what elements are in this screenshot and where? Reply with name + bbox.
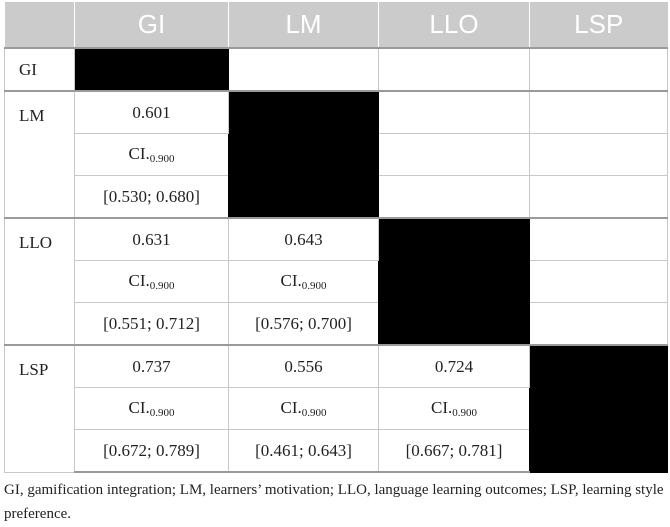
ci-prefix: CI. — [280, 271, 302, 290]
header-row: GI LM LLO LSP — [4, 2, 668, 48]
table-row-lsp: LSP 0.737 0.556 0.724 — [4, 344, 668, 473]
diagonal-cell — [228, 90, 379, 219]
header-corner — [4, 2, 75, 48]
confidence-label: CI.0.900 — [74, 260, 229, 303]
table-row-llo-interval: [0.551; 0.712] [0.576; 0.700] — [5, 302, 668, 346]
ci-prefix: CI. — [431, 398, 453, 417]
empty-cell — [529, 217, 668, 261]
htmt-value: 0.724 — [378, 344, 530, 388]
ci-level: 0.900 — [149, 153, 175, 165]
confidence-interval: [0.461; 0.643] — [228, 429, 379, 473]
confidence-interval: [0.576; 0.700] — [228, 302, 379, 346]
empty-cell — [529, 133, 668, 176]
htmt-table: GI LM LLO LSP GI LM 0.601 CI.0.900 — [4, 2, 668, 473]
diagonal-cell — [378, 217, 530, 346]
ci-level: 0.900 — [149, 280, 175, 292]
ci-prefix: CI. — [128, 144, 150, 163]
empty-cell — [378, 175, 530, 219]
htmt-value: 0.556 — [228, 344, 379, 388]
ci-level: 0.900 — [301, 407, 327, 419]
empty-cell — [378, 47, 530, 92]
diagonal-cell — [74, 47, 229, 92]
empty-cell — [228, 47, 379, 92]
row-label-gi: GI — [4, 47, 75, 92]
table-row-llo: LLO 0.631 0.643 — [4, 217, 668, 346]
table-row-gi: GI — [4, 47, 668, 92]
confidence-label: CI.0.900 — [74, 133, 229, 176]
row-label-lsp: LSP — [4, 344, 75, 473]
column-header-gi: GI — [74, 2, 229, 48]
column-header-lm: LM — [228, 2, 379, 48]
confidence-label: CI.0.900 — [228, 387, 379, 430]
confidence-label: CI.0.900 — [228, 260, 379, 303]
ci-level: 0.900 — [301, 280, 327, 292]
htmt-value: 0.643 — [228, 217, 379, 261]
row-label-llo: LLO — [4, 217, 75, 346]
confidence-label: CI.0.900 — [378, 387, 530, 430]
table-row-lm-ci: CI.0.900 — [5, 133, 668, 176]
htmt-value: 0.601 — [74, 90, 229, 134]
htmt-value: 0.737 — [74, 344, 229, 388]
empty-cell — [529, 47, 668, 92]
confidence-interval: [0.667; 0.781] — [378, 429, 530, 473]
table-row-lm-interval: [0.530; 0.680] — [5, 175, 668, 219]
ci-prefix: CI. — [128, 398, 150, 417]
empty-cell — [529, 175, 668, 219]
table-row-lsp-ci: CI.0.900 CI.0.900 CI.0.900 — [5, 387, 668, 430]
table-row-lm: LM 0.601 — [4, 90, 668, 219]
row-label-lm: LM — [4, 90, 75, 219]
ci-level: 0.900 — [452, 407, 477, 419]
empty-cell — [529, 260, 668, 303]
table-row-lsp-interval: [0.672; 0.789] [0.461; 0.643] [0.667; 0.… — [5, 429, 668, 473]
table-footnote: GI, gamification integration; LM, learne… — [4, 482, 664, 522]
confidence-label: CI.0.900 — [74, 387, 229, 430]
ci-level: 0.900 — [149, 407, 175, 419]
table-row-llo-ci: CI.0.900 CI.0.900 — [5, 260, 668, 303]
empty-cell — [378, 90, 530, 134]
empty-cell — [529, 90, 668, 134]
empty-cell — [529, 302, 668, 346]
ci-prefix: CI. — [128, 271, 150, 290]
htmt-value: 0.631 — [74, 217, 229, 261]
empty-cell — [378, 133, 530, 176]
ci-prefix: CI. — [280, 398, 302, 417]
diagonal-cell — [529, 344, 668, 473]
confidence-interval: [0.551; 0.712] — [74, 302, 229, 346]
column-header-llo: LLO — [378, 2, 530, 48]
confidence-interval: [0.672; 0.789] — [74, 429, 229, 473]
column-header-lsp: LSP — [529, 2, 668, 48]
confidence-interval: [0.530; 0.680] — [74, 175, 229, 219]
